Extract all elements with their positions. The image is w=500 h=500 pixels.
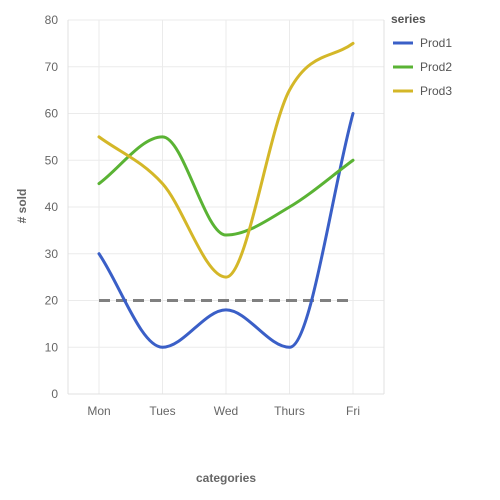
y-tick-label: 30	[45, 247, 59, 261]
y-tick-label: 40	[45, 200, 59, 214]
x-axis-title: categories	[196, 471, 256, 485]
legend: series Prod1 Prod2 Prod3	[391, 12, 452, 98]
legend-label-prod2: Prod2	[420, 60, 452, 74]
legend-label-prod1: Prod1	[420, 36, 452, 50]
legend-label-prod3: Prod3	[420, 84, 452, 98]
y-tick-label: 50	[45, 153, 59, 167]
y-tick-label: 60	[45, 107, 59, 121]
legend-title: series	[391, 12, 426, 26]
x-tick-label: Fri	[346, 404, 360, 418]
y-axis-ticks: 0 10 20 30 40 50 60 70 80	[45, 13, 59, 401]
x-tick-label: Tues	[149, 404, 175, 418]
y-tick-label: 70	[45, 60, 59, 74]
x-tick-label: Thurs	[274, 404, 305, 418]
series-line-prod2	[97, 135, 355, 237]
series-line-prod3	[97, 41, 355, 279]
x-tick-label: Wed	[214, 404, 238, 418]
x-axis-ticks: Mon Tues Wed Thurs Fri	[87, 404, 360, 418]
series-lines	[97, 41, 355, 349]
y-tick-label: 20	[45, 294, 59, 308]
y-tick-label: 0	[51, 387, 58, 401]
x-tick-label: Mon	[87, 404, 110, 418]
y-axis-title: # sold	[15, 189, 29, 224]
y-tick-label: 10	[45, 340, 59, 354]
y-tick-label: 80	[45, 13, 59, 27]
series-line-prod1	[97, 112, 355, 349]
grid-lines	[67, 19, 385, 395]
